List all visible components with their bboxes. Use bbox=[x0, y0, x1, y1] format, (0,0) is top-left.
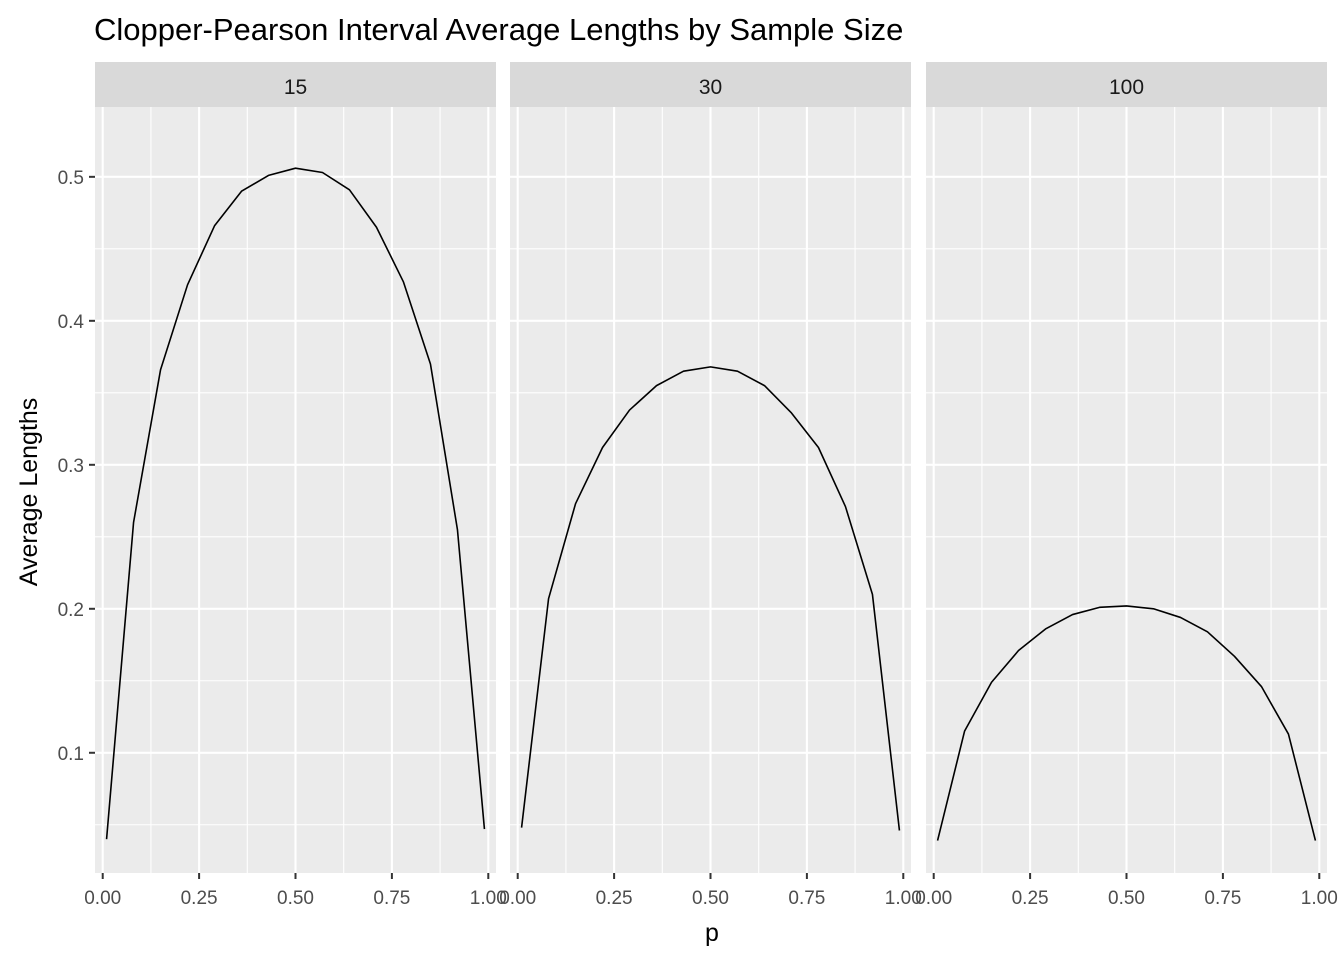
facet-strip bbox=[510, 62, 911, 107]
x-tick-label: 0.00 bbox=[915, 888, 952, 909]
chart-title: Clopper-Pearson Interval Average Lengths… bbox=[94, 12, 903, 47]
x-tick-label: 0.00 bbox=[84, 888, 121, 909]
x-tick-label: 0.75 bbox=[373, 888, 410, 909]
x-tick-label: 0.50 bbox=[692, 888, 729, 909]
y-axis: 0.1 0.2 0.3 0.4 0.5 bbox=[58, 168, 95, 765]
series-line-100 bbox=[936, 605, 1317, 841]
facet-panel-100: 100 0.00 0.25 0.50 0.75 1.00 bbox=[915, 62, 1338, 909]
x-tick-label: 0.75 bbox=[788, 888, 825, 909]
facet-panel-30: 30 0.00 0.25 0.50 0.75 1.00 bbox=[499, 62, 922, 909]
x-tick-label: 0.50 bbox=[277, 888, 314, 909]
x-tick-label: 1.00 bbox=[470, 888, 507, 909]
facet-strip bbox=[95, 62, 496, 107]
x-tick-label: 0.75 bbox=[1204, 888, 1241, 909]
y-axis-title: Average Lengths bbox=[15, 398, 43, 587]
facet-strip-label: 100 bbox=[1109, 76, 1144, 99]
x-tick-label: 1.00 bbox=[1301, 888, 1338, 909]
y-tick-label: 0.3 bbox=[58, 456, 84, 477]
y-tick-label: 0.1 bbox=[58, 744, 84, 765]
x-tick-label: 0.25 bbox=[1012, 888, 1049, 909]
x-tick-label: 0.25 bbox=[181, 888, 218, 909]
x-tick-label: 1.00 bbox=[885, 888, 922, 909]
x-tick-label: 0.50 bbox=[1108, 888, 1145, 909]
x-axis-title: p bbox=[705, 919, 719, 947]
series-line-15 bbox=[105, 167, 486, 840]
y-tick-label: 0.5 bbox=[58, 168, 84, 189]
series-line-30 bbox=[520, 366, 901, 831]
facet-strip bbox=[926, 62, 1327, 107]
y-tick-label: 0.4 bbox=[58, 312, 85, 333]
x-tick-label: 0.25 bbox=[596, 888, 633, 909]
x-tick-label: 0.00 bbox=[499, 888, 536, 909]
facet-panel-15: 15 0.00 0.25 0.50 0.75 1.00 bbox=[84, 62, 507, 909]
facet-strip-label: 30 bbox=[699, 76, 722, 99]
facet-panels: 15 0.00 0.25 0.50 0.75 1.00 30 0.00 0.25 0.50 0.75… bbox=[84, 62, 1338, 909]
y-tick-label: 0.2 bbox=[58, 600, 84, 621]
facet-strip-label: 15 bbox=[284, 76, 307, 99]
